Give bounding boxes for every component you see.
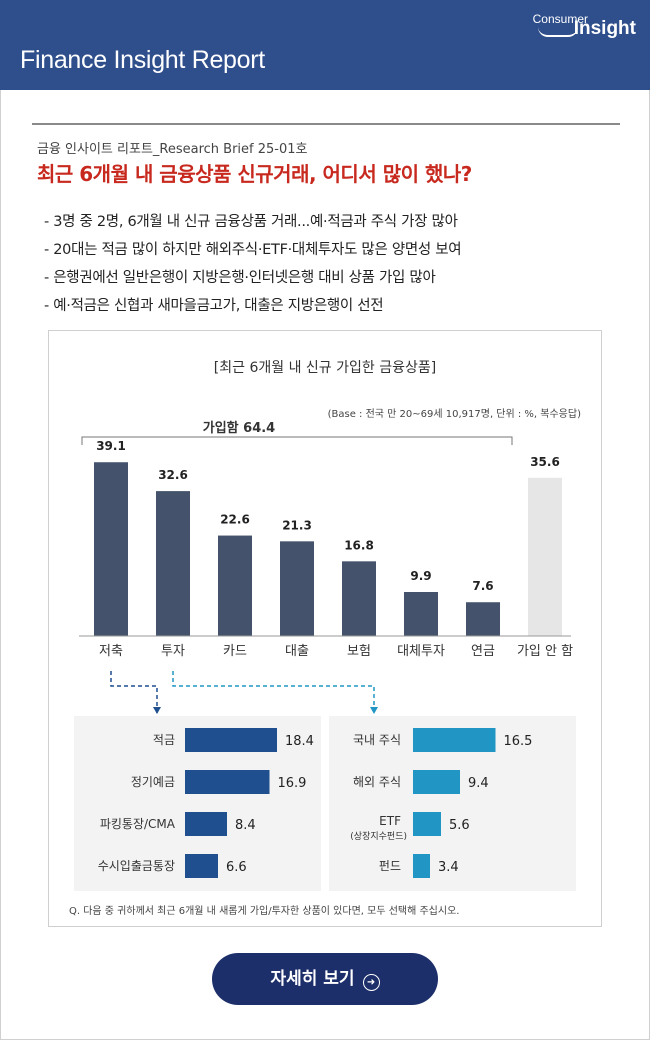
bar-투자 [156, 491, 190, 636]
bar-value-label: 32.6 [158, 468, 188, 482]
sub-bar-value-label: 18.4 [285, 734, 314, 749]
category-label: 대체투자 [397, 644, 445, 659]
financial-products-chart: [최근 6개월 내 신규 가입한 금융상품] (Base : 전국 만 20~69… [69, 360, 581, 917]
bar-value-label: 22.6 [220, 513, 250, 527]
category-label: 저축 [99, 644, 123, 659]
sub-bar-value-label: 16.5 [504, 734, 533, 749]
sub-category-label: 적금 [153, 733, 175, 747]
sub-bar-value-label: 9.4 [468, 776, 489, 791]
bar-value-label: 9.9 [410, 569, 431, 583]
title-divider [32, 123, 620, 125]
logo-insight: Insight [573, 18, 636, 39]
chart-title: [최근 6개월 내 신규 가입한 금융상품] [214, 360, 436, 376]
category-label: 가입 안 함 [517, 644, 573, 659]
sub-category-label: 국내 주식 [353, 733, 401, 747]
saving-connector-arrow [153, 707, 161, 714]
sub-bar-value-label: 16.9 [278, 776, 307, 791]
view-details-button[interactable]: 자세히 보기 ➜ [212, 953, 438, 1005]
summary-bullet: - 예·적금은 신협과 새마을금고가, 대출은 지방은행이 선전 [44, 298, 384, 314]
sub-bar-value-label: 5.6 [449, 818, 470, 833]
report-subtitle: 금융 인사이트 리포트_Research Brief 25-01호 [37, 142, 308, 157]
investing-connector-arrow [370, 707, 378, 714]
bar-카드 [218, 535, 252, 636]
bar-보험 [342, 561, 376, 636]
sub-bar-펀드 [413, 854, 430, 878]
bar-value-label: 35.6 [530, 455, 560, 469]
header-title: Finance Insight Report [20, 46, 265, 74]
bar-저축 [94, 462, 128, 636]
sub-bar-국내 주식 [413, 728, 496, 752]
sub-bar-value-label: 3.4 [438, 860, 459, 875]
bar-대체투자 [404, 592, 438, 636]
chart-base-note: (Base : 전국 만 20~69세 10,917명, 단위 : %, 복수응… [328, 407, 581, 420]
sub-bar-수시입출금통장 [185, 854, 218, 878]
category-label: 대출 [285, 644, 309, 659]
sub-bar-value-label: 8.4 [235, 818, 256, 833]
bar-연금 [466, 602, 500, 636]
view-details-label: 자세히 보기 [270, 969, 355, 989]
category-label: 투자 [161, 644, 185, 659]
sub-category-sublabel: (상장지수펀드) [350, 831, 407, 842]
category-label: 연금 [471, 644, 495, 659]
sub-category-label: 펀드 [379, 859, 401, 873]
sub-category-label: 해외 주식 [353, 775, 401, 789]
report-title: 최근 6개월 내 금융상품 신규거래, 어디서 많이 했나? [37, 162, 472, 186]
category-label: 카드 [223, 644, 247, 659]
bar-value-label: 21.3 [282, 518, 312, 532]
arrow-circle-icon: ➜ [362, 974, 380, 991]
subscribed-bracket [81, 436, 513, 445]
sub-category-label: 정기예금 [131, 775, 175, 789]
sub-bar-적금 [185, 728, 277, 752]
bar-가입 안 함 [528, 477, 562, 636]
sub-bar-ETF [413, 812, 441, 836]
saving-connector [110, 671, 158, 714]
sub-category-label: 수시입출금통장 [98, 859, 175, 873]
summary-bullet: - 3명 중 2명, 6개월 내 신규 금융상품 거래...예·적금과 주식 가… [44, 214, 458, 230]
chart-footnote: Q. 다음 중 귀하께서 최근 6개월 내 새롭게 가입/투자한 상품이 있다면… [69, 904, 459, 917]
bar-value-label: 16.8 [344, 538, 374, 552]
sub-bar-파킹통장/CMA [185, 812, 227, 836]
summary-bullet: - 20대는 적금 많이 하지만 해외주식·ETF·대체투자도 많은 양면성 보… [44, 242, 462, 258]
bar-value-label: 39.1 [96, 439, 126, 453]
summary-bullet: - 은행권에선 일반은행이 지방은행·인터넷은행 대비 상품 가입 많아 [44, 270, 436, 286]
summary-bullets: - 3명 중 2명, 6개월 내 신규 금융상품 거래...예·적금과 주식 가… [44, 210, 462, 322]
sub-bar-해외 주식 [413, 770, 460, 794]
investing-connector [172, 671, 375, 714]
logo-swoosh [538, 27, 578, 37]
sub-bar-정기예금 [185, 770, 270, 794]
bar-대출 [280, 541, 314, 636]
sub-category-label: ETF [379, 814, 401, 828]
report-header: Finance Insight Report Consumer Insight [0, 0, 650, 90]
chart-card: [최근 6개월 내 신규 가입한 금융상품] (Base : 전국 만 20~69… [48, 330, 602, 927]
logo-consumer: Consumer [532, 12, 588, 26]
sub-category-label: 파킹통장/CMA [100, 817, 176, 831]
sub-bar-value-label: 6.6 [226, 860, 247, 875]
bar-value-label: 7.6 [472, 579, 493, 593]
bracket-label: 가입함 64.4 [203, 420, 275, 436]
category-label: 보험 [347, 644, 371, 659]
